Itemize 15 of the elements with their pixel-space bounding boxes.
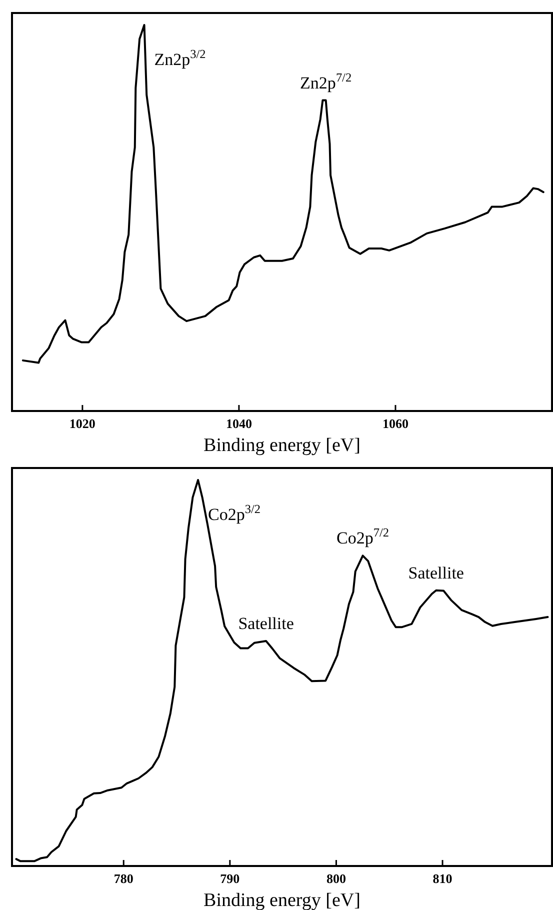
- x-tick-label: 1060: [382, 416, 408, 431]
- x-tick-label: 790: [220, 871, 240, 886]
- annotation: Co2p$^{7/2}$: [336, 526, 390, 548]
- annotation: Satellite: [238, 614, 294, 633]
- x-tick-label: 1040: [226, 416, 252, 431]
- annotation: Zn2p$^{3/2}$: [154, 47, 206, 69]
- x-axis-title: Binding energy [eV]: [204, 435, 360, 456]
- x-tick-label: 1020: [69, 416, 96, 431]
- x-tick-label: 800: [326, 871, 346, 886]
- x-tick-label: 810: [432, 871, 452, 886]
- annotation: Zn2p$^{7/2}$: [300, 70, 352, 92]
- annotation: Co2p$^{3/2}$: [208, 502, 261, 524]
- annotation: Satellite: [408, 563, 464, 582]
- x-tick-label: 780: [114, 871, 134, 886]
- x-axis-title: Binding energy [eV]: [204, 890, 360, 910]
